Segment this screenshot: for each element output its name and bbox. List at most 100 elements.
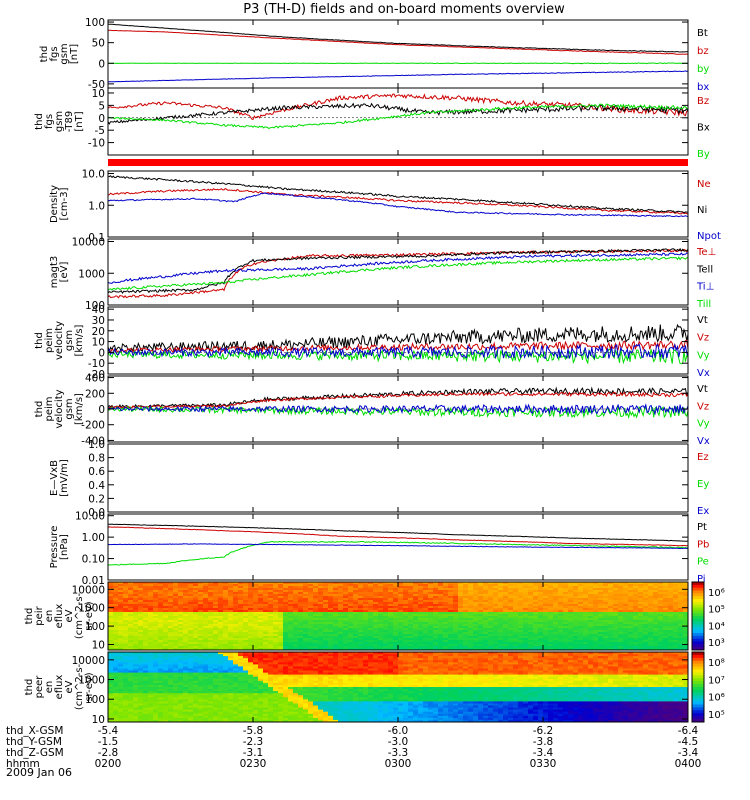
spectrogram-cell [348, 616, 354, 619]
spectrogram-cell [213, 592, 219, 595]
spectrogram-cell [628, 648, 634, 650]
spectrogram-cell [448, 600, 454, 603]
ylabel-text: [eV] [59, 262, 70, 283]
spectrogram-cell [428, 600, 434, 603]
spectrogram-cell [683, 632, 688, 635]
spectrogram-cell [598, 622, 604, 625]
spectrogram-cell [583, 584, 589, 587]
spectrogram-cell [188, 684, 194, 688]
spectrogram-cell [593, 614, 599, 617]
spectrogram-cell [298, 608, 304, 611]
spectrogram-cell [513, 608, 519, 611]
spectrogram-cell [278, 606, 284, 609]
spectrogram-cell [228, 646, 234, 649]
spectrogram-cell [293, 640, 299, 643]
spectrogram-cell [448, 624, 454, 627]
spectrogram-cell [113, 640, 119, 643]
spectrogram-cell [178, 582, 184, 585]
spectrogram-cell [238, 610, 244, 613]
spectrogram-cell [143, 687, 149, 690]
spectrogram-cell [523, 608, 529, 611]
spectrogram-cell [633, 590, 639, 593]
spectrogram-cell [203, 618, 209, 621]
spectrogram-cell [588, 602, 594, 605]
spectrogram-cell [178, 624, 184, 627]
spectrogram-cell [343, 602, 349, 605]
spectrogram-cell [268, 636, 274, 639]
spectrogram-cell [238, 582, 244, 585]
spectrogram-cell [488, 614, 494, 617]
spectrogram-cell [543, 600, 549, 603]
spectrogram-cell [638, 640, 644, 643]
spectrogram-cell [353, 620, 359, 623]
spectrogram-cell [158, 598, 164, 601]
spectrogram-cell [213, 638, 219, 641]
spectrogram-cell [473, 632, 479, 635]
spectrogram-cell [133, 711, 139, 715]
spectrogram-cell [168, 618, 174, 621]
spectrogram-cell [528, 582, 534, 585]
spectrogram-cell [583, 594, 589, 597]
spectrogram-cell [468, 596, 474, 599]
spectrogram-cell [193, 654, 199, 657]
spectrogram-cell [163, 596, 169, 599]
series-line-Till [108, 256, 688, 291]
spectrogram-cell [113, 604, 119, 607]
series-line-bz [108, 29, 688, 55]
spectrogram-cell [633, 634, 639, 637]
spectrogram-cell [203, 584, 209, 587]
spectrogram-cell [438, 592, 444, 595]
spectrogram-cell [438, 582, 444, 585]
spectrogram-cell [643, 588, 649, 591]
spectrogram-cell [228, 638, 234, 641]
spectrogram-cell [578, 608, 584, 611]
spectrogram-cell [478, 646, 484, 649]
y-tick-label: 40 [92, 304, 105, 316]
spectrogram-cell [328, 588, 334, 591]
spectrogram-cell [108, 638, 114, 641]
spectrogram-cell [568, 624, 574, 627]
spectrogram-cell [653, 632, 659, 635]
y-tick-label: 10 [92, 337, 105, 349]
spectrogram-cell [648, 642, 654, 645]
spectrogram-cell [473, 590, 479, 593]
spectrogram-cell [158, 678, 164, 682]
spectrogram-cell [323, 622, 329, 625]
spectrogram-cell [128, 658, 134, 661]
spectrogram-cell [423, 582, 429, 585]
spectrogram-cell [258, 622, 264, 625]
spectrogram-cell [328, 626, 334, 629]
spectrogram-cell [658, 620, 664, 623]
spectrogram-cell [198, 662, 204, 665]
spectrogram-cell [178, 618, 184, 621]
spectrogram-cell [153, 664, 159, 668]
spectrogram-cell [473, 646, 479, 649]
spectrogram-cell [163, 630, 169, 633]
spectrogram-cell [488, 602, 494, 605]
spectrogram-cell [553, 640, 559, 643]
spectrogram-cell [143, 590, 149, 593]
spectrogram-cell [283, 636, 289, 639]
spectrogram-cell [658, 586, 664, 589]
spectrogram-cell [593, 582, 599, 585]
spectrogram-cell [643, 620, 649, 623]
spectrogram-cell [578, 648, 584, 650]
spectrogram-cell [368, 612, 374, 615]
spectrogram-cell [413, 588, 419, 591]
spectrogram-cell [118, 622, 124, 625]
spectrogram-cell [473, 588, 479, 591]
spectrogram-cell [178, 606, 184, 609]
spectrogram-cell [113, 610, 119, 613]
spectrogram-cell [133, 638, 139, 641]
spectrogram-cell [558, 610, 564, 613]
spectrogram-cell [208, 588, 214, 591]
spectrogram-cell [203, 632, 209, 635]
spectrogram-cell [483, 634, 489, 637]
spectrogram-cell [303, 584, 309, 587]
spectrogram-cell [593, 606, 599, 609]
spectrogram-cell [173, 687, 179, 690]
spectrogram-cell [118, 584, 124, 587]
spectrogram-cell [258, 620, 264, 623]
spectrogram-cell [128, 652, 134, 655]
